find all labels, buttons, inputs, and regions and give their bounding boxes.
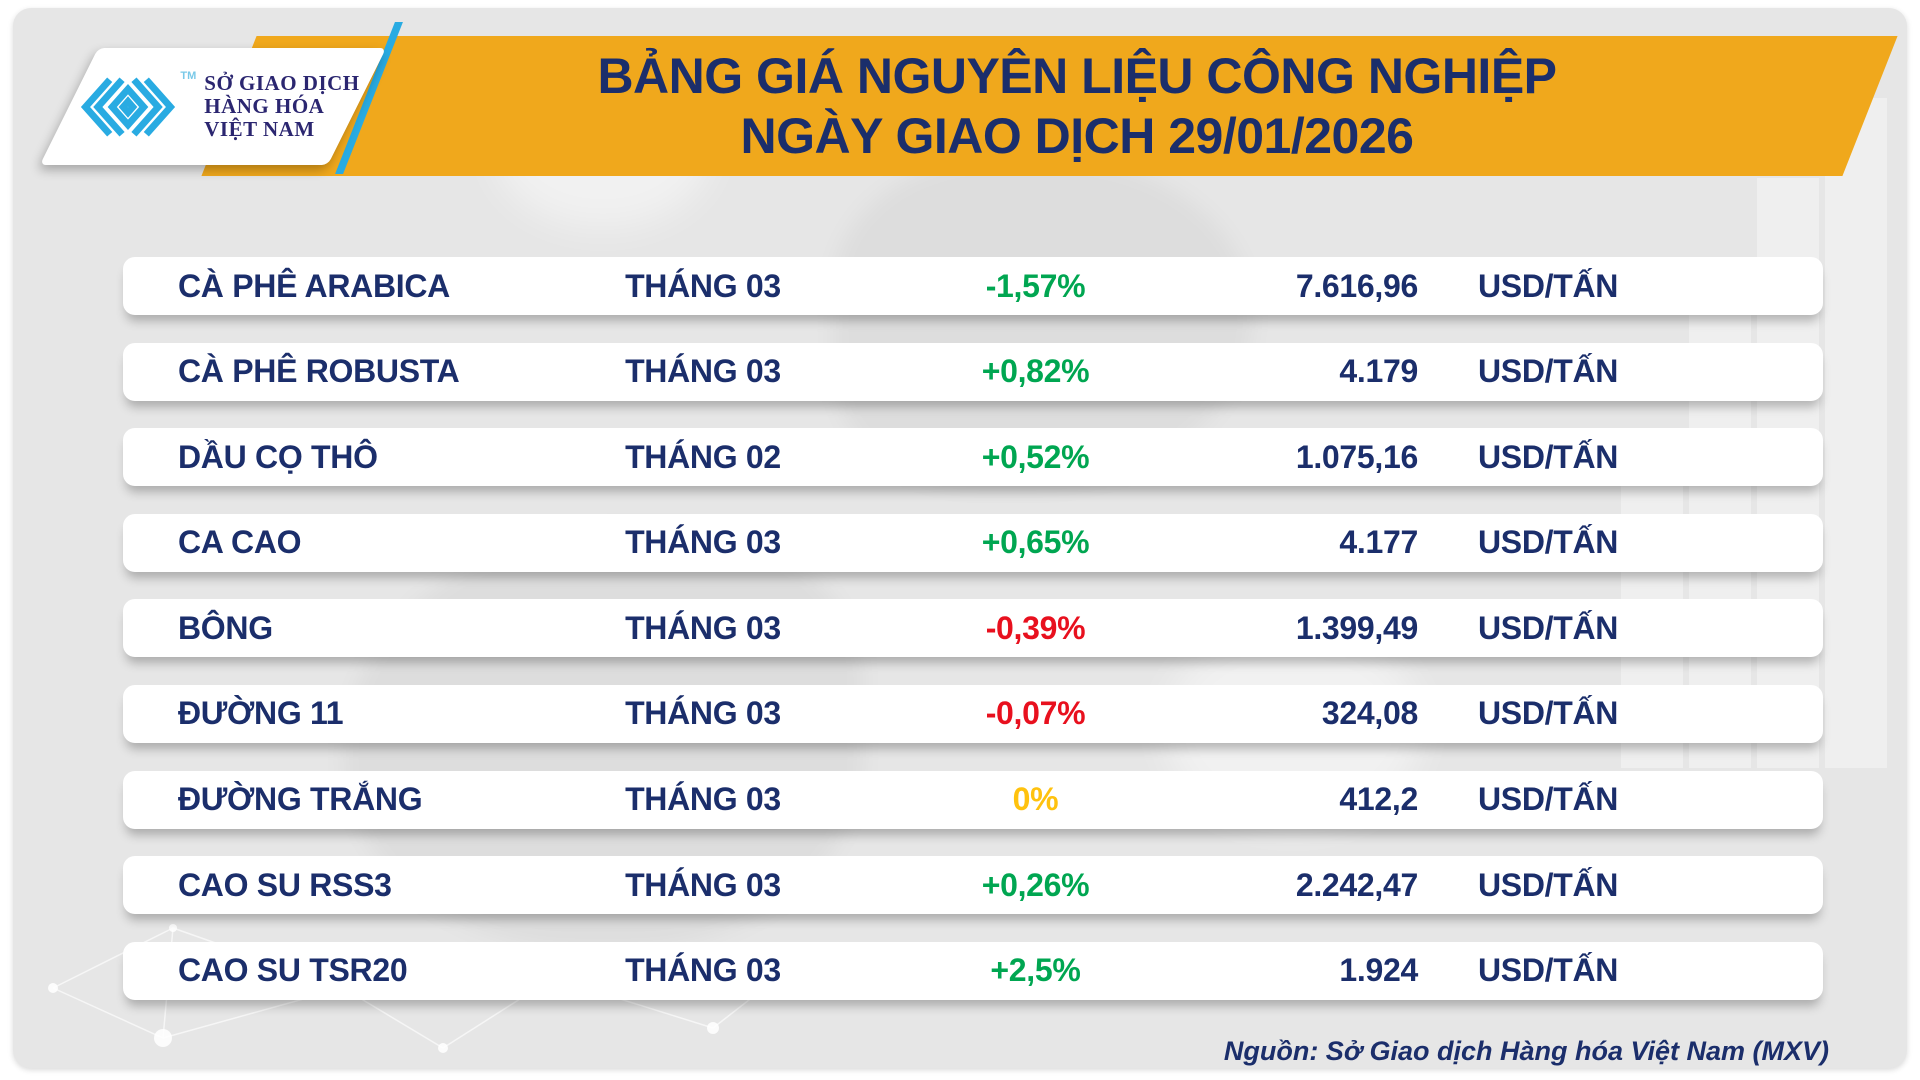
price-value: 324,08 <box>1321 695 1418 732</box>
change-percent: 0% <box>1012 781 1059 818</box>
title-banner: BẢNG GIÁ NGUYÊN LIỆU CÔNG NGHIỆP NGÀY GI… <box>201 36 1898 176</box>
price-value: 1.924 <box>1339 952 1418 989</box>
table-row: ĐƯỜNG TRẮNG THÁNG 03 0% 412,2 USD/TẤN <box>123 770 1823 829</box>
board-title-line2: NGÀY GIAO DỊCH 29/01/2026 <box>740 108 1414 164</box>
table-row: ĐƯỜNG 11 THÁNG 03 -0,07% 324,08 USD/TẤN <box>123 684 1823 743</box>
table-row: DẦU CỌ THÔ THÁNG 02 +0,52% 1.075,16 USD/TẤN <box>123 428 1823 487</box>
change-percent: -0,07% <box>985 695 1086 732</box>
commodity-name: CAO SU RSS3 <box>178 866 392 903</box>
commodity-name: CA CAO <box>178 524 302 561</box>
price-unit: USD/TẤN <box>1478 695 1619 732</box>
contract-month: THÁNG 03 <box>625 353 781 390</box>
table-row: CA CAO THÁNG 03 +0,65% 4.177 USD/TẤN <box>123 513 1823 572</box>
exchange-name-line: SỞ GIAO DỊCH <box>204 71 360 95</box>
price-unit: USD/TẤN <box>1478 438 1619 475</box>
change-percent: -0,39% <box>985 609 1086 646</box>
price-unit: USD/TẤN <box>1478 353 1619 390</box>
commodity-name: CÀ PHÊ ROBUSTA <box>178 353 460 390</box>
contract-month: THÁNG 03 <box>625 695 781 732</box>
change-percent: +0,65% <box>981 524 1090 561</box>
commodity-name: ĐƯỜNG TRẮNG <box>178 781 423 818</box>
contract-month: THÁNG 02 <box>625 438 781 475</box>
bar-chart-decoration <box>1825 98 1887 768</box>
exchange-name: SỞ GIAO DỊCH HÀNG HÓA VIỆT NAM <box>204 71 360 141</box>
price-table: CÀ PHÊ ARABICA THÁNG 03 -1,57% 7.616,96 USD/… <box>123 257 1823 1000</box>
source-note: Nguồn: Sở Giao dịch Hàng hóa Việt Nam (M… <box>1223 1036 1829 1066</box>
change-percent: -1,57% <box>985 267 1086 304</box>
board-card: BẢNG GIÁ NGUYÊN LIỆU CÔNG NGHIỆP NGÀY GI… <box>13 8 1907 1068</box>
trademark-symbol: TM <box>180 70 197 82</box>
change-percent: +0,26% <box>981 866 1090 903</box>
price-value: 1.075,16 <box>1295 438 1418 475</box>
board-title-line1: BẢNG GIÁ NGUYÊN LIỆU CÔNG NGHIỆP <box>597 48 1557 104</box>
mxv-logo-icon <box>81 76 176 137</box>
table-row: CAO SU TSR20 THÁNG 03 +2,5% 1.924 USD/TẤN <box>123 941 1823 1000</box>
price-value: 412,2 <box>1339 781 1418 818</box>
change-percent: +2,5% <box>990 952 1081 989</box>
contract-month: THÁNG 03 <box>625 866 781 903</box>
commodity-name: CÀ PHÊ ARABICA <box>178 267 450 304</box>
table-row: BÔNG THÁNG 03 -0,39% 1.399,49 USD/TẤN <box>123 599 1823 658</box>
mxv-logo-plate: TM SỞ GIAO DỊCH HÀNG HÓA VIỆT NAM <box>39 48 387 165</box>
commodity-name: CAO SU TSR20 <box>178 952 408 989</box>
contract-month: THÁNG 03 <box>625 781 781 818</box>
commodity-name: DẦU CỌ THÔ <box>178 438 378 475</box>
price-value: 4.179 <box>1339 353 1418 390</box>
exchange-name-line: VIỆT NAM <box>204 117 315 141</box>
price-value: 1.399,49 <box>1295 609 1418 646</box>
commodity-name: BÔNG <box>178 609 273 646</box>
table-row: CÀ PHÊ ARABICA THÁNG 03 -1,57% 7.616,96 USD/… <box>123 257 1823 315</box>
price-unit: USD/TẤN <box>1478 866 1619 903</box>
price-unit: USD/TẤN <box>1478 781 1619 818</box>
table-row: CÀ PHÊ ROBUSTA THÁNG 03 +0,82% 4.179 USD/TẤN <box>123 342 1823 401</box>
commodity-name: ĐƯỜNG 11 <box>178 695 344 732</box>
exchange-name-line: HÀNG HÓA <box>204 94 325 118</box>
price-value: 4.177 <box>1339 524 1418 561</box>
change-percent: +0,82% <box>981 353 1090 390</box>
price-unit: USD/TẤN <box>1478 952 1619 989</box>
price-unit: USD/TẤN <box>1478 524 1619 561</box>
price-unit: USD/TẤN <box>1478 609 1619 646</box>
contract-month: THÁNG 03 <box>625 524 781 561</box>
table-row: CAO SU RSS3 THÁNG 03 +0,26% 2.242,47 USD/TẤN <box>123 856 1823 915</box>
contract-month: THÁNG 03 <box>625 609 781 646</box>
price-unit: USD/TẤN <box>1478 267 1619 304</box>
price-value: 2.242,47 <box>1295 866 1418 903</box>
price-value: 7.616,96 <box>1295 267 1418 304</box>
contract-month: THÁNG 03 <box>625 267 781 304</box>
contract-month: THÁNG 03 <box>625 952 781 989</box>
change-percent: +0,52% <box>981 438 1090 475</box>
